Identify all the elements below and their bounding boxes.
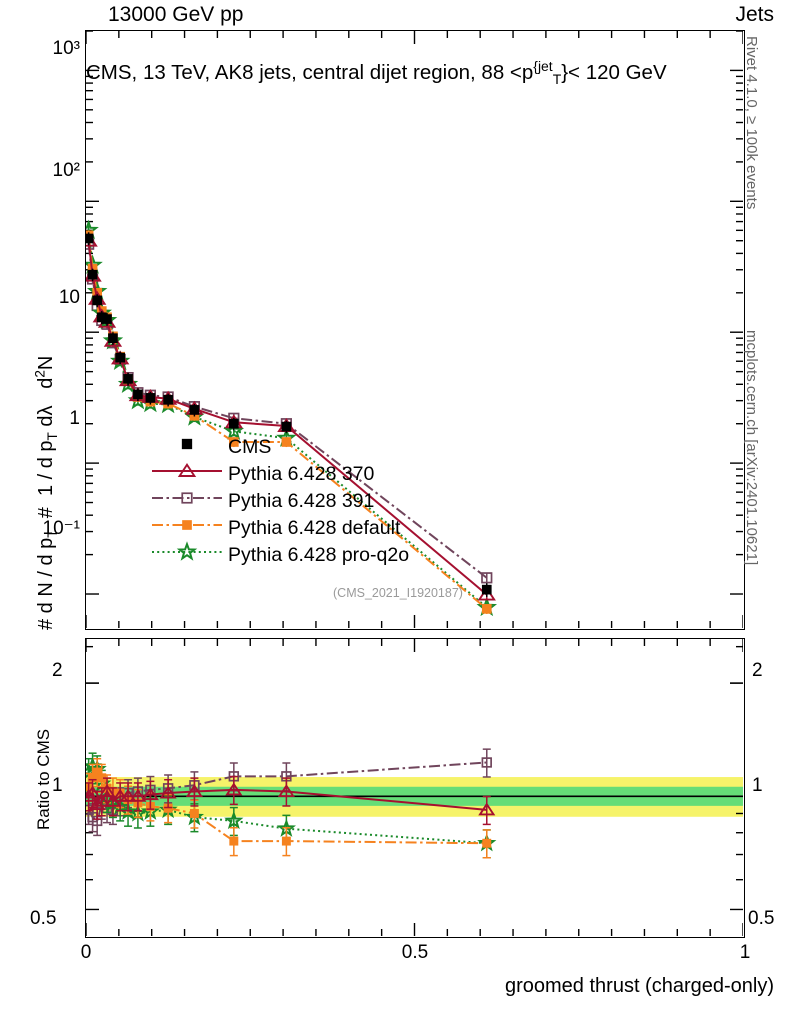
main-plot-svg: [86, 31, 743, 628]
legend-label-default[interactable]: Pythia 6.428 default: [228, 517, 401, 539]
main-data-series: [86, 219, 498, 617]
ylabel-text: # d N / d pT # 1 / d pT dλ d2N: [32, 355, 60, 630]
header-category-label: Jets: [735, 3, 774, 26]
ratio-ytick-2-left: 2: [52, 660, 63, 681]
main-y-axis-label: # d N / d pT # 1 / d pT dλ d2N: [2, 30, 60, 630]
ratio-plot-panel: [85, 638, 745, 938]
mcplots-text: mcplots.cern.ch [arXiv:2401.10621]: [743, 330, 760, 566]
main-ytick-100: 10²: [52, 160, 80, 181]
main-ytick-1000: 10³: [52, 38, 80, 59]
x-axis-label: groomed thrust (charged-only): [504, 975, 774, 997]
rivet-text: Rivet 4.1.0, ≥ 100k events: [743, 36, 760, 210]
main-ytick-1: 1: [69, 408, 80, 429]
ratio-ytick-2-right: 2: [752, 660, 763, 681]
main-plot-panel: [85, 30, 745, 630]
legend-label-proq2o[interactable]: Pythia 6.428 pro-q2o: [228, 544, 410, 566]
legend-markers: [152, 438, 222, 561]
main-ytick-0p1: 10⁻¹: [42, 518, 81, 539]
legend-label-cms[interactable]: CMS: [228, 436, 272, 458]
main-axis-ticks: [86, 31, 743, 628]
legend-label-391[interactable]: Pythia 6.428 391: [228, 490, 375, 512]
title-superscript: {jet: [533, 58, 553, 74]
xtick-1: 1: [739, 942, 751, 963]
ratio-ytick-1-left: 1: [52, 775, 63, 796]
title-tail: }< 120 GeV: [561, 60, 667, 84]
ratio-ytick-1-right: 1: [752, 775, 763, 796]
xtick-0p5: 0.5: [401, 942, 429, 963]
legend: [150, 432, 225, 572]
ratio-ytick-0p5-left: 0.5: [30, 908, 57, 929]
xtick-0: 0: [80, 942, 92, 963]
ratio-ylabel-text: Ratio to CMS: [34, 728, 53, 830]
title-main: CMS, 13 TeV, AK8 jets, central dijet reg…: [86, 60, 534, 84]
ratio-plot-svg: [86, 639, 743, 936]
title-subscript: T: [552, 70, 562, 87]
legend-label-370[interactable]: Pythia 6.428 370: [228, 463, 375, 485]
ratio-ytick-0p5-right: 0.5: [748, 908, 775, 929]
main-ytick-10: 10: [58, 287, 80, 308]
analysis-id-watermark: (CMS_2021_I1920187): [333, 586, 463, 600]
main-plot-title: CMS, 13 TeV, AK8 jets, central dijet reg…: [86, 58, 667, 87]
header-beam-label: 13000 GeV pp: [108, 3, 244, 26]
ratio-data-series: [86, 748, 497, 859]
